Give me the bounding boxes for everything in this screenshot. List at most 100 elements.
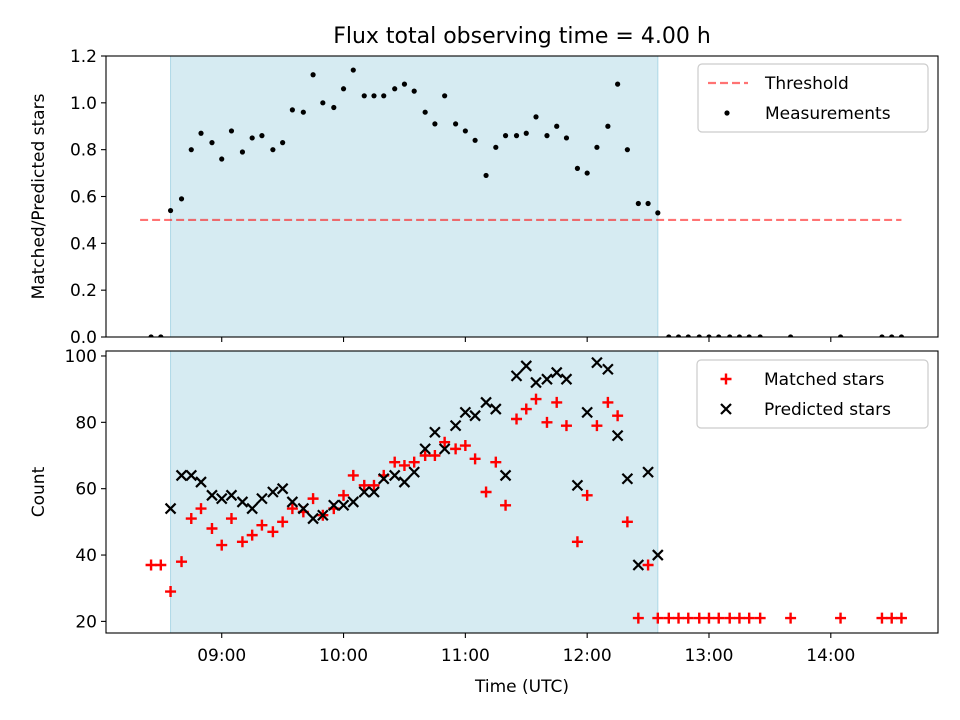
measurements-point	[533, 114, 539, 120]
measurements-point	[462, 128, 468, 134]
y-tick-label: 80	[75, 413, 97, 433]
matched-stars-point	[602, 396, 614, 408]
matched-stars-point	[277, 516, 289, 528]
measurements-point	[289, 107, 295, 113]
matched-stars-point	[490, 456, 502, 468]
predicted-stars-point	[398, 476, 411, 488]
matched-stars-point	[754, 612, 766, 624]
measurements-point	[746, 334, 752, 337]
measurements-point	[209, 140, 215, 146]
y-tick-label: 40	[75, 546, 97, 566]
x-tick-label: 12:00	[563, 646, 612, 666]
predicted-stars-point	[307, 512, 319, 525]
predicted-stars-point	[602, 363, 614, 376]
predicted-stars-point	[591, 356, 603, 369]
predicted-stars-point	[206, 489, 218, 502]
legend-label: Predicted stars	[764, 400, 891, 420]
y-tick-label: 0.8	[70, 141, 97, 161]
x-tick-label: 14:00	[806, 646, 855, 666]
measurements-point	[706, 334, 712, 337]
measurements-point	[544, 133, 550, 139]
predicted-stars-point	[328, 499, 340, 512]
measurements-point	[788, 334, 794, 337]
y-tick-label: 60	[75, 480, 97, 500]
matched-stars-point	[256, 519, 268, 531]
matched-stars-point	[591, 420, 603, 432]
legend-item: Predicted stars	[720, 400, 891, 420]
measurements-point	[483, 172, 489, 179]
matched-stars-point	[621, 516, 633, 528]
matched-stars-point	[612, 410, 624, 422]
matched-stars-point	[408, 456, 420, 468]
predicted-stars-point	[246, 502, 258, 515]
measurements-point	[472, 137, 478, 143]
legend-box	[697, 63, 929, 133]
y-tick-label: 0.6	[70, 188, 97, 208]
matched-stars-point	[338, 489, 350, 501]
measurements-point	[523, 130, 529, 136]
y-tick-label: 1.0	[70, 94, 97, 114]
data-points	[145, 356, 907, 624]
measurements-point	[837, 334, 844, 337]
matched-stars-point	[429, 450, 441, 462]
legend-marker	[720, 403, 732, 415]
matched-stars-point	[206, 522, 218, 534]
measurements-point	[615, 81, 621, 87]
legend: Threshold Measurements	[697, 63, 929, 133]
predicted-stars-point	[642, 466, 654, 478]
predicted-stars-point	[276, 482, 289, 495]
matched-stars-point	[155, 559, 167, 571]
matched-stars-point	[520, 403, 532, 415]
measurements-point	[270, 147, 276, 153]
predicted-stars-point	[347, 496, 360, 508]
measurements-point	[350, 67, 356, 73]
y-tick-label: 20	[75, 612, 97, 632]
matched-stars-point	[419, 450, 431, 462]
matched-stars-point	[743, 612, 755, 624]
matched-stars-point	[632, 612, 644, 624]
predicted-stars-point	[388, 469, 401, 482]
axes-frame	[105, 350, 939, 634]
measurements-point	[716, 334, 722, 337]
predicted-stars-point	[560, 373, 573, 385]
measurements-point	[757, 334, 763, 337]
legend-label: Measurements	[765, 104, 891, 124]
matched-stars-point	[663, 612, 675, 624]
predicted-stars-point	[469, 409, 481, 422]
measurements-point	[442, 93, 448, 99]
predicted-stars-point	[632, 559, 645, 571]
matched-stars-point	[267, 526, 279, 538]
predicted-stars-point	[408, 466, 420, 478]
predicted-stars-point	[377, 472, 390, 485]
matched-stars-point	[246, 529, 258, 541]
matched-stars-point	[876, 612, 888, 624]
matched-stars-point	[216, 539, 228, 551]
x-tick-label: 11:00	[441, 646, 490, 666]
matched-stars-point	[551, 396, 563, 408]
matched-stars-point	[733, 612, 745, 624]
measurements-point	[493, 144, 499, 150]
predicted-stars-point	[317, 509, 329, 522]
measurements-point	[178, 196, 185, 202]
matched-stars-point	[682, 612, 694, 624]
predicted-stars-point	[175, 469, 188, 482]
data-points	[148, 67, 905, 337]
predicted-stars-point	[550, 366, 563, 379]
measurements-point	[198, 130, 204, 136]
matched-stars-point	[541, 416, 553, 428]
measurements-point	[148, 334, 154, 337]
predicted-stars-point	[581, 406, 593, 419]
measurements-point	[584, 170, 590, 176]
predicted-stars-point	[215, 492, 228, 505]
matched-stars-point	[785, 612, 797, 624]
measurements-point	[554, 123, 560, 129]
measurements-point	[331, 104, 337, 111]
legend-item: Measurements	[724, 104, 891, 124]
predicted-stars-point	[520, 360, 533, 372]
predicted-stars-point	[459, 406, 472, 419]
predicted-stars-point	[490, 403, 502, 415]
measurements-point	[655, 210, 661, 216]
measurements-point	[736, 334, 743, 337]
predicted-stars-point	[530, 376, 542, 389]
measurements-point	[411, 88, 417, 94]
